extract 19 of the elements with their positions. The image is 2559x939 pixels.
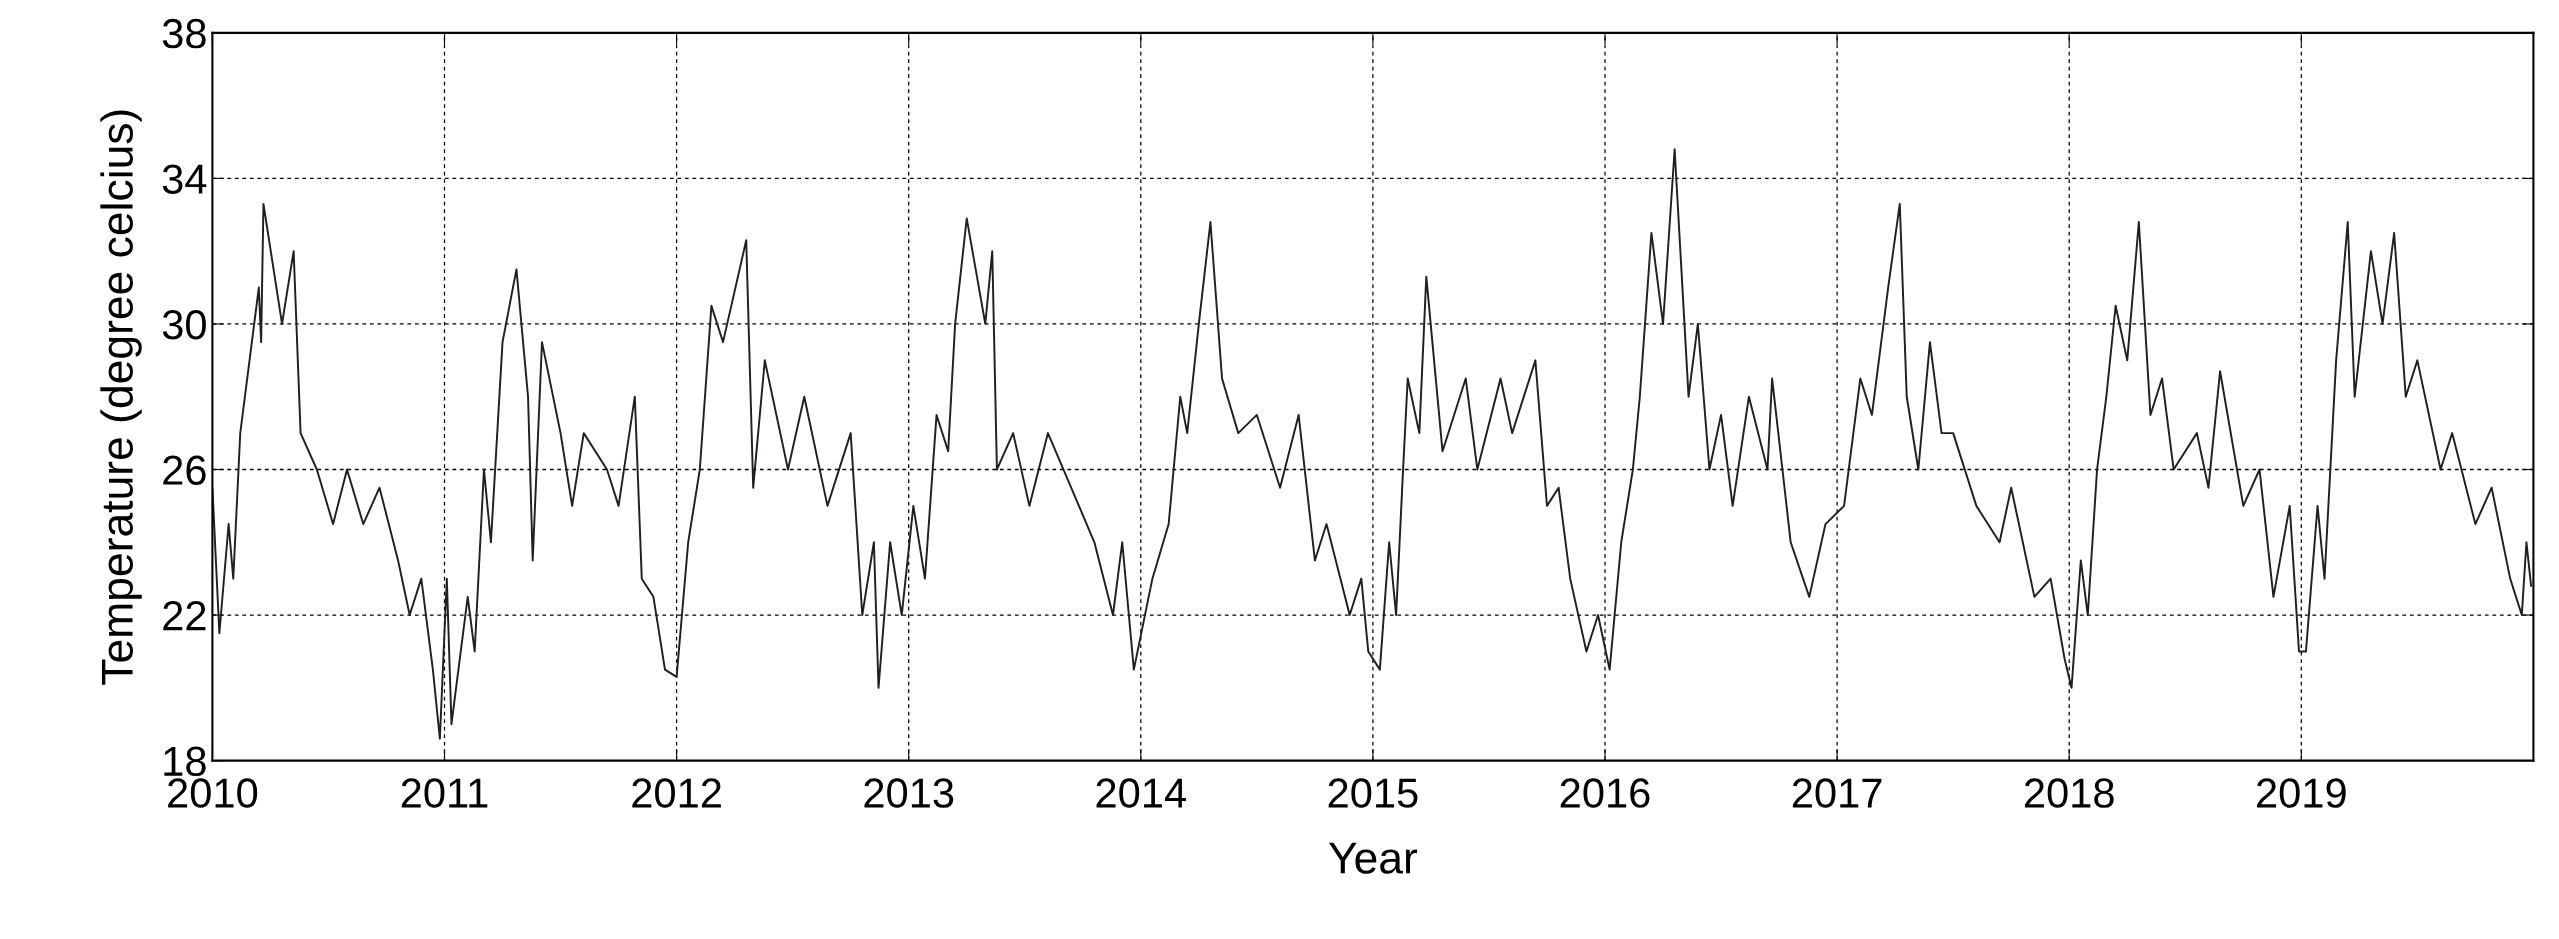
line-series — [212, 148, 2533, 740]
x-tick-label: 2013 — [864, 778, 954, 808]
y-tick-label: 18 — [164, 746, 206, 777]
x-tick-label: 2017 — [1792, 778, 1882, 808]
x-tick-label: 2010 — [168, 778, 258, 808]
x-tick-label: 2018 — [2024, 778, 2114, 808]
y-tick-label: 26 — [163, 455, 206, 486]
x-tick-label: 2019 — [2257, 778, 2346, 808]
y-tick-label: 38 — [162, 18, 206, 49]
x-tick-label: 2014 — [1096, 778, 1186, 808]
y-tick-label: 22 — [163, 601, 206, 631]
x-tick-label: 2012 — [632, 778, 721, 808]
x-axis-title: Year — [1328, 842, 1418, 874]
x-tick-label: 2011 — [401, 778, 488, 808]
y-axis-title: Temperature (degree celcius) — [100, 110, 142, 685]
y-tick-label: 30 — [162, 309, 206, 340]
x-tick-label: 2015 — [1328, 778, 1418, 808]
x-tick-label: 2016 — [1560, 778, 1650, 808]
y-tick-label: 34 — [162, 164, 207, 194]
